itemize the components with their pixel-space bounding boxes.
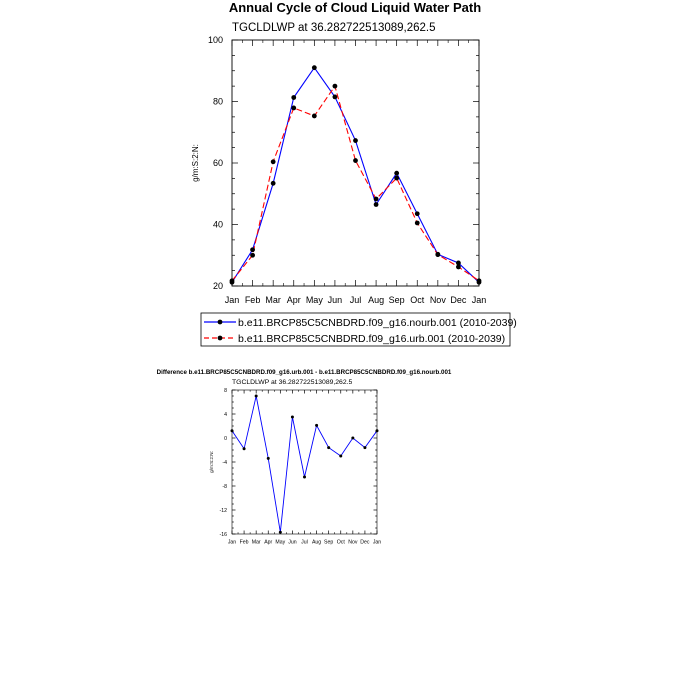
series-2-point (291, 105, 297, 111)
series-2-point (456, 264, 461, 270)
diff-x-tick-label: Jan (373, 540, 381, 546)
diff-y-tick-label: -8 (222, 484, 227, 490)
legend-marker-series-1 (217, 319, 223, 325)
diff-x-tick-label: Mar (252, 540, 261, 546)
diff-series-1-point (327, 446, 331, 450)
diff-series-1-point (290, 415, 294, 419)
diff-y-tick-label: 0 (224, 436, 227, 442)
diff-series-1-point (230, 429, 234, 433)
diff-chart-subtitle: TGCLDLWP at 36.282722513089,262.5 (232, 379, 353, 386)
diff-series-1-point (315, 423, 319, 427)
x-tick-label: Aug (368, 295, 384, 305)
diff-x-tick-label: Apr (264, 540, 272, 546)
main-plot-area: 20 40 60 80 100 Jan Feb Mar Apr May Jun Jul Aug Sep Oc… (208, 35, 486, 305)
x-tick-label: Dec (450, 295, 467, 305)
legend-marker-series-2 (217, 335, 223, 341)
diff-x-tick-label: Feb (240, 540, 249, 546)
series-1-point (456, 260, 461, 266)
diff-x-tick-label: Jul (301, 540, 308, 546)
diff-series-1-line (231, 395, 378, 533)
diff-y-tick-label: 8 (224, 388, 227, 394)
chart-title: Annual Cycle of Cloud Liquid Water Path (229, 0, 481, 15)
chart-subtitle: TGCLDLWP at 36.282722513089,262.5 (232, 22, 436, 34)
series-1-point (311, 65, 317, 71)
diff-series-1-point (375, 429, 379, 433)
diff-series-1-point (339, 454, 343, 458)
diff-series-1-point (242, 447, 246, 451)
diff-y-tick-label: -4 (222, 460, 227, 466)
legend-label-series-1: b.e11.BRCP85C5CNBDRD.f09_g16.nourb.001 (… (238, 317, 517, 329)
diff-x-tick-label: Aug (312, 540, 321, 546)
diff-series-1-point (254, 394, 258, 398)
diff-x-tick-label: May (275, 540, 285, 546)
series-1-point (353, 138, 358, 143)
legend-label-series-2: b.e11.BRCP85C5CNBDRD.f09_g16.urb.001 (20… (238, 333, 505, 345)
x-tick-label: Sep (389, 295, 405, 305)
diff-series-1-point (351, 436, 355, 440)
series-2-point (311, 113, 317, 119)
diff-x-tick-label: Dec (360, 540, 370, 546)
series-2-point (476, 278, 482, 284)
series-2-point (414, 220, 420, 226)
series-1-line (231, 66, 480, 283)
diff-x-tick-label: Sep (324, 540, 333, 546)
y-tick-label: 20 (213, 281, 223, 291)
diff-series-1-point (363, 446, 367, 450)
y-axis-label: g/m:S:2:N: (191, 144, 200, 182)
x-tick-label: Jan (225, 295, 240, 305)
diff-x-tick-label: Jan (228, 540, 236, 546)
diff-series-1-point (266, 456, 270, 460)
x-tick-label: May (306, 295, 324, 305)
x-tick-label: Oct (410, 295, 425, 305)
series-2-point (353, 158, 358, 163)
y-tick-label: 80 (213, 97, 223, 107)
x-tick-label: Nov (430, 295, 447, 305)
diff-series-1-point (278, 530, 282, 534)
diff-y-tick-label: 4 (224, 412, 227, 418)
series-1-point (291, 95, 297, 100)
diff-plot-area: -16 -12 -8 -4 0 4 8 Jan Feb Mar Apr May Jun Jul Aug Sep… (220, 388, 382, 546)
diff-y-tick-label: -16 (220, 532, 228, 538)
x-tick-label: Mar (265, 295, 281, 305)
series-2-point (229, 278, 235, 284)
series-1-point (332, 94, 338, 100)
diff-x-tick-label: Oct (337, 540, 346, 546)
series-2-line (231, 84, 480, 282)
legend: b.e11.BRCP85C5CNBDRD.f09_g16.nourb.001 (… (200, 312, 517, 347)
series-2-point (394, 175, 400, 181)
series-2-point (373, 196, 379, 202)
diff-y-axis-label: g/m:S:2:N: (209, 451, 214, 473)
diff-chart-title: Difference b.e11.BRCP85C5CNBDRD.f09_g16.… (157, 369, 452, 376)
y-tick-label: 100 (208, 35, 223, 45)
x-tick-label: Apr (287, 295, 301, 305)
series-1-point (414, 211, 420, 217)
plot-frame (231, 39, 480, 287)
series-2-point (332, 83, 338, 89)
series-2-point (250, 252, 255, 258)
series-1-point (394, 170, 400, 176)
x-tick-label: Jan (472, 295, 487, 305)
series-1-point (373, 202, 379, 207)
diff-y-tick-label: -12 (220, 508, 228, 514)
x-tick-label: Feb (245, 295, 261, 305)
series-1-point (270, 180, 276, 186)
diff-x-tick-label: Jun (288, 540, 296, 546)
series-2-point (270, 159, 276, 165)
series-1-point (250, 247, 255, 253)
series-2-point (435, 252, 441, 258)
x-tick-label: Jun (328, 295, 343, 305)
diff-series-1-point (303, 475, 306, 479)
legend-box (200, 312, 511, 347)
x-tick-label: Jul (350, 295, 362, 305)
y-tick-label: 40 (213, 220, 223, 230)
y-tick-label: 60 (213, 158, 223, 168)
diff-x-tick-label: Nov (348, 540, 358, 546)
diff-plot-frame (231, 389, 378, 535)
